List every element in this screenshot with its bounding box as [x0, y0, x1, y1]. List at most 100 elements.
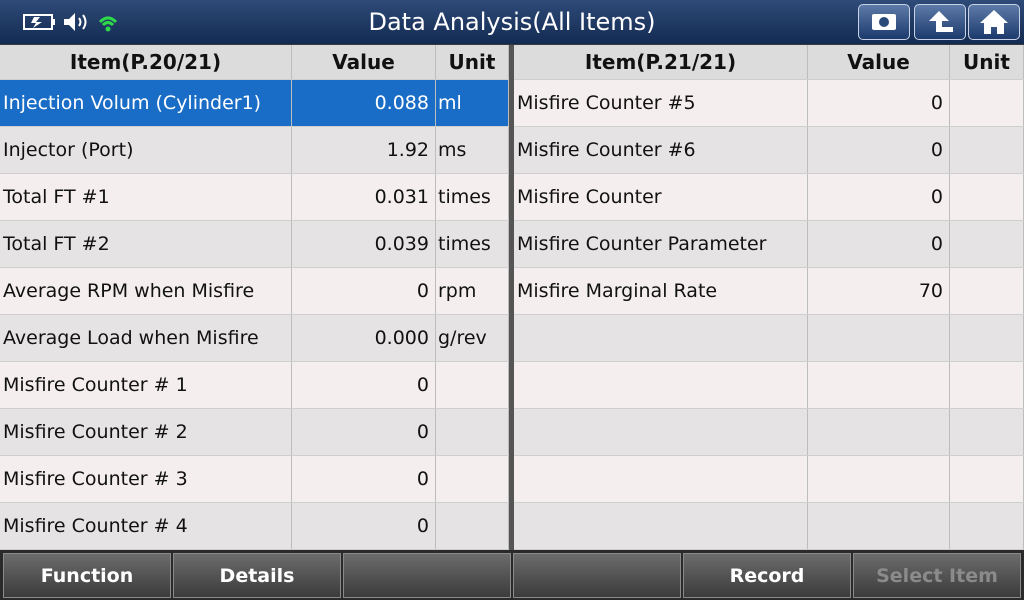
- item-cell: Misfire Counter # 2: [0, 409, 292, 455]
- data-row[interactable]: Misfire Counter 0: [514, 174, 1024, 220]
- column-header: Unit: [950, 45, 1024, 79]
- empty-row: [514, 315, 1024, 361]
- item-cell: [514, 362, 808, 408]
- left-table: Item(P.20/21) Value Unit Injection Volum (C…: [0, 45, 509, 550]
- value-cell: 0.031: [292, 174, 436, 220]
- item-cell: Total FT #2: [0, 221, 292, 267]
- blank-button: [343, 553, 511, 598]
- value-cell: 1.92: [292, 127, 436, 173]
- data-row[interactable]: Average Load when Misfire 0.000 g/rev: [0, 315, 509, 361]
- empty-row: [514, 362, 1024, 408]
- screenshot-button[interactable]: [858, 4, 910, 40]
- empty-row: [514, 503, 1024, 549]
- value-cell: [808, 315, 950, 361]
- home-button[interactable]: [968, 4, 1020, 40]
- header-row: Item(P.20/21) Value Unit: [0, 45, 509, 79]
- item-cell: Misfire Counter #6: [514, 127, 808, 173]
- item-cell: Misfire Counter # 3: [0, 456, 292, 502]
- right-table: Item(P.21/21) Value Unit Misfire Counter #5…: [514, 45, 1024, 550]
- item-cell: [514, 315, 808, 361]
- details-button[interactable]: Details: [173, 553, 341, 598]
- data-row[interactable]: Average RPM when Misfire 0 rpm: [0, 268, 509, 314]
- unit-cell: [950, 456, 1024, 502]
- value-cell: 0: [808, 174, 950, 220]
- item-cell: Injector (Port): [0, 127, 292, 173]
- unit-cell: [950, 409, 1024, 455]
- unit-cell: [950, 362, 1024, 408]
- item-cell: Misfire Counter # 4: [0, 503, 292, 549]
- unit-cell: [436, 409, 509, 455]
- value-cell: 70: [808, 268, 950, 314]
- item-cell: Misfire Counter # 1: [0, 362, 292, 408]
- unit-cell: rpm: [436, 268, 509, 314]
- data-row[interactable]: Misfire Counter #6 0: [514, 127, 1024, 173]
- unit-cell: [950, 127, 1024, 173]
- unit-cell: g/rev: [436, 315, 509, 361]
- value-cell: [808, 362, 950, 408]
- unit-cell: times: [436, 221, 509, 267]
- record-button[interactable]: Record: [683, 553, 851, 598]
- select-item-button: Select Item: [853, 553, 1021, 598]
- data-row[interactable]: Total FT #2 0.039 times: [0, 221, 509, 267]
- item-cell: Average Load when Misfire: [0, 315, 292, 361]
- data-row[interactable]: Misfire Marginal Rate 70: [514, 268, 1024, 314]
- value-cell: [808, 503, 950, 549]
- function-button[interactable]: Function: [3, 553, 171, 598]
- data-row[interactable]: Misfire Counter Parameter 0: [514, 221, 1024, 267]
- value-cell: 0: [292, 409, 436, 455]
- data-row[interactable]: Injection Volum (Cylinder1) 0.088 ml: [0, 80, 509, 126]
- value-cell: [808, 409, 950, 455]
- data-row[interactable]: Misfire Counter #5 0: [514, 80, 1024, 126]
- item-cell: [514, 409, 808, 455]
- unit-cell: [950, 174, 1024, 220]
- status-icons: [23, 13, 118, 32]
- bottom-bar: Function Details Record Select Item: [0, 550, 1024, 600]
- value-cell: 0.039: [292, 221, 436, 267]
- header-row: Item(P.21/21) Value Unit: [514, 45, 1024, 79]
- item-cell: Misfire Marginal Rate: [514, 268, 808, 314]
- title: Data Analysis(All Items): [368, 8, 656, 36]
- unit-cell: [950, 80, 1024, 126]
- value-cell: 0: [808, 221, 950, 267]
- data-row[interactable]: Total FT #1 0.031 times: [0, 174, 509, 220]
- item-cell: Misfire Counter Parameter: [514, 221, 808, 267]
- unit-cell: [950, 503, 1024, 549]
- back-button[interactable]: [914, 4, 966, 40]
- column-header: Value: [808, 45, 950, 79]
- unit-cell: [436, 503, 509, 549]
- column-header: Unit: [436, 45, 509, 79]
- item-cell: Misfire Counter: [514, 174, 808, 220]
- unit-cell: [950, 315, 1024, 361]
- unit-cell: ms: [436, 127, 509, 173]
- unit-cell: [950, 268, 1024, 314]
- item-cell: [514, 456, 808, 502]
- column-header: Item(P.21/21): [514, 45, 808, 79]
- top-bar: Data Analysis(All Items): [0, 0, 1024, 44]
- value-cell: 0: [292, 362, 436, 408]
- unit-cell: times: [436, 174, 509, 220]
- value-cell: [808, 456, 950, 502]
- unit-cell: [436, 362, 509, 408]
- empty-row: [514, 456, 1024, 502]
- value-cell: 0: [292, 456, 436, 502]
- empty-row: [514, 409, 1024, 455]
- unit-cell: [950, 221, 1024, 267]
- item-cell: Total FT #1: [0, 174, 292, 220]
- unit-cell: ml: [436, 80, 509, 126]
- data-row[interactable]: Injector (Port) 1.92 ms: [0, 127, 509, 173]
- value-cell: 0: [808, 127, 950, 173]
- value-cell: 0: [808, 80, 950, 126]
- column-header: Item(P.20/21): [0, 45, 292, 79]
- value-cell: 0: [292, 268, 436, 314]
- value-cell: 0.088: [292, 80, 436, 126]
- item-cell: Injection Volum (Cylinder1): [0, 80, 292, 126]
- separator: [509, 45, 514, 550]
- value-cell: 0.000: [292, 315, 436, 361]
- value-cell: 0: [292, 503, 436, 549]
- unit-cell: [436, 456, 509, 502]
